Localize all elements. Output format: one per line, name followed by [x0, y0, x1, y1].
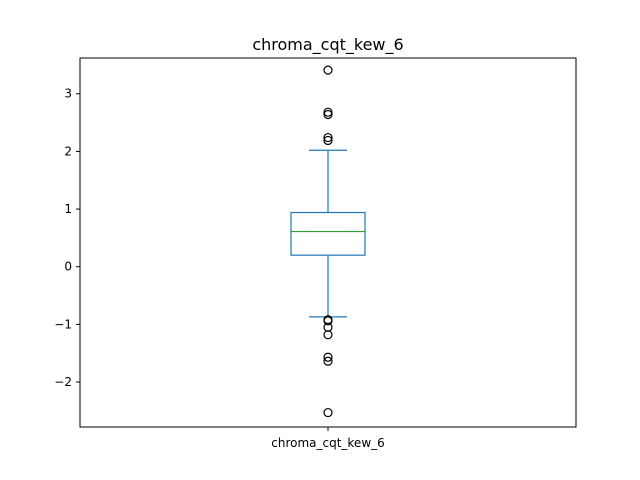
- y-tick-label: 0: [64, 260, 72, 274]
- y-tick-label: 2: [64, 144, 72, 158]
- y-tick-label: −2: [54, 375, 72, 389]
- plot-area: [290, 65, 366, 418]
- outlier-point: [323, 132, 333, 143]
- outlier-point: [323, 316, 333, 326]
- y-tick-label: −1: [54, 317, 72, 331]
- outlier-point: [323, 107, 333, 117]
- chart-title: chroma_cqt_kew_6: [252, 35, 403, 55]
- outlier-point: [323, 109, 333, 120]
- y-tick-label: 3: [64, 87, 72, 101]
- outlier-point: [323, 135, 333, 146]
- axes-frame: [79, 57, 577, 428]
- axes: −2 −1 0 1 2 3 chroma_cqt_kew_6: [54, 57, 577, 450]
- outlier-point: [323, 330, 333, 340]
- interquartile-box: [290, 211, 366, 256]
- outlier-point: [323, 352, 333, 362]
- x-tick-label: chroma_cqt_kew_6: [271, 436, 385, 450]
- outlier-point: [323, 356, 333, 366]
- outlier-point: [323, 65, 333, 75]
- outlier-point: [323, 407, 333, 418]
- y-tick-label: 1: [64, 202, 72, 216]
